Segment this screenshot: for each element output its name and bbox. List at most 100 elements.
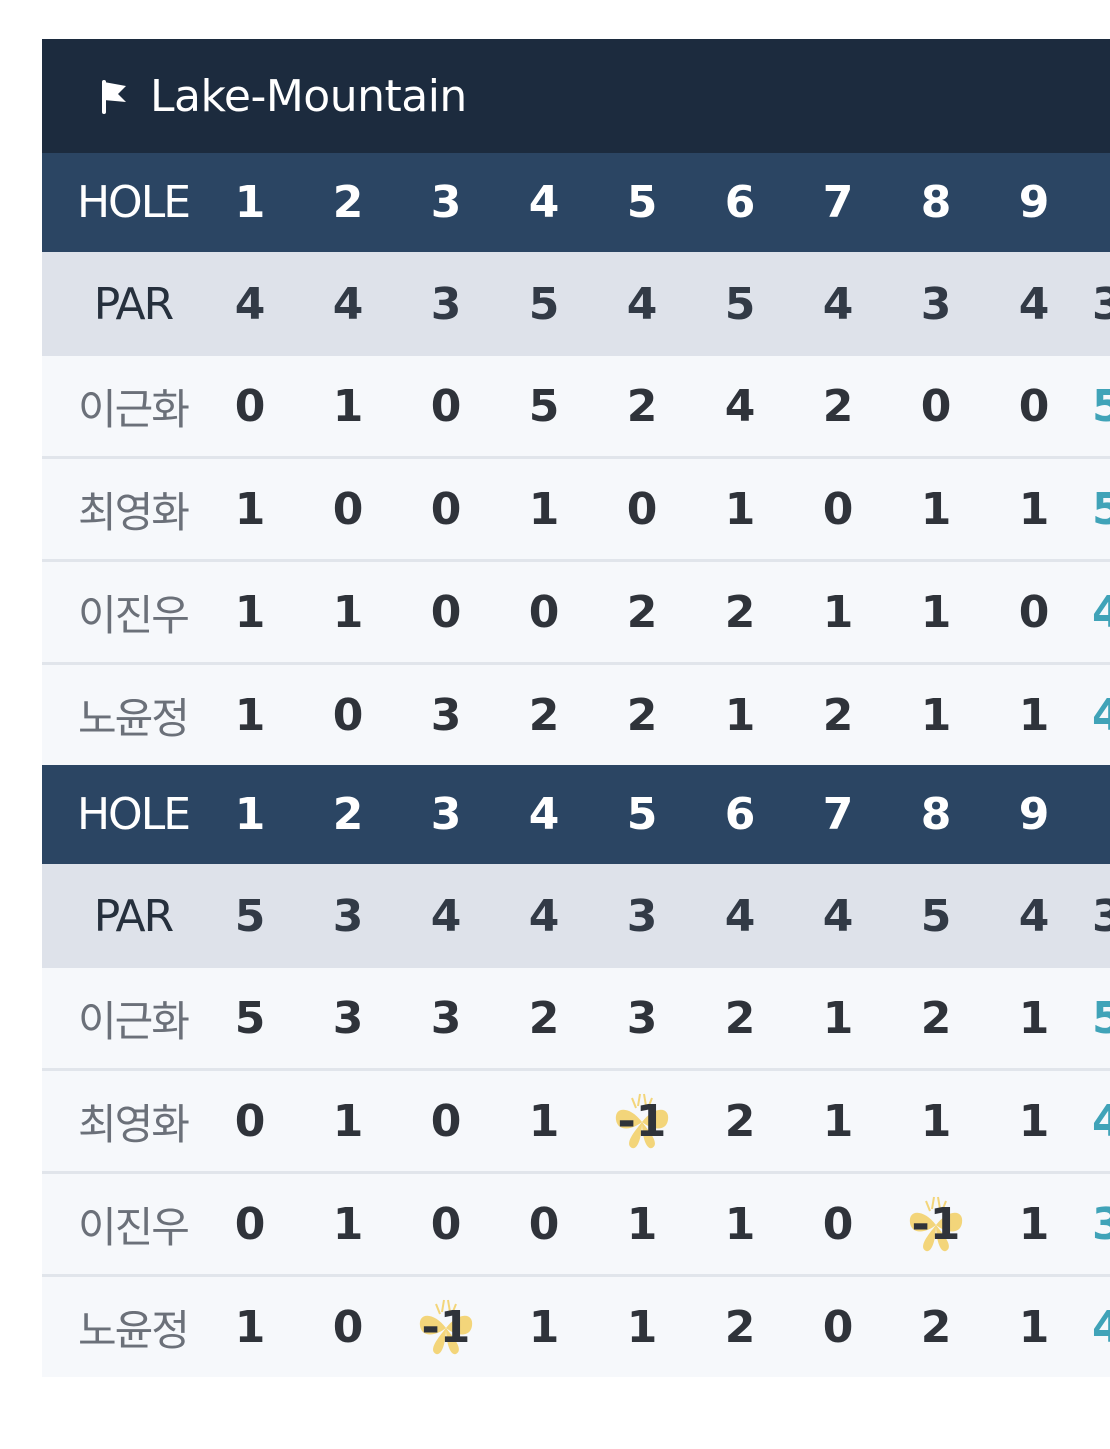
hole-number: 3 (430, 177, 462, 228)
player-row: 이진우 0 1 0 0 1 1 0 -1 1 3 (42, 1174, 1110, 1277)
player-total: 5 (1092, 483, 1110, 535)
score-cell: 2 (724, 586, 756, 638)
score-cell: 1 (234, 586, 266, 638)
score-cell: 2 (822, 689, 854, 741)
score-cell: 1 (920, 689, 952, 741)
hole-numbers: 1 2 3 4 5 6 7 8 9 (224, 765, 1110, 864)
hole-number: 4 (528, 177, 560, 228)
score-cell: 0 (332, 1301, 364, 1353)
hole-numbers: 1 2 3 4 5 6 7 8 9 (224, 153, 1110, 252)
score-cell: 0 (1018, 586, 1050, 638)
birdie-marker: -1 (615, 1093, 669, 1149)
hole-number: 8 (920, 177, 952, 228)
score-cell: 3 (626, 992, 658, 1044)
hole-number: 9 (1018, 177, 1050, 228)
par-value: 4 (528, 890, 560, 942)
score-cell: 0 (430, 1095, 462, 1147)
score-cell: 3 (332, 992, 364, 1044)
score-cell: 1 (920, 483, 952, 535)
player-row: 이근화 5 3 3 2 3 2 1 2 1 5 (42, 968, 1110, 1071)
hole-number: 2 (332, 789, 364, 840)
score-cell: 1 (528, 1301, 560, 1353)
player-scores: 0 1 0 1 -1 2 1 1 1 (224, 1071, 1110, 1171)
par-value: 4 (332, 278, 364, 330)
hole-number: 5 (626, 177, 658, 228)
par-value: 3 (332, 890, 364, 942)
hole-number: 6 (724, 177, 756, 228)
score-cell: 0 (234, 380, 266, 432)
player-total: 4 (1092, 1095, 1110, 1147)
hole-number: 7 (822, 789, 854, 840)
score-cell: 0 (430, 483, 462, 535)
score-cell: 5 (234, 992, 266, 1044)
flag-icon (102, 80, 126, 114)
birdie-score: -1 (911, 1198, 961, 1250)
player-scores: 1 0 -1 1 1 2 0 2 1 (224, 1277, 1110, 1377)
par-value: 5 (724, 278, 756, 330)
score-cell: 2 (822, 380, 854, 432)
par-value: 3 (430, 278, 462, 330)
hole-number: 4 (528, 789, 560, 840)
par-value: 5 (528, 278, 560, 330)
score-cell: 0 (822, 1198, 854, 1250)
par-total: 3 (1092, 890, 1110, 942)
birdie-bow-icon (615, 1093, 669, 1149)
birdie-marker: -1 (419, 1299, 473, 1355)
score-cell: 1 (724, 689, 756, 741)
score-cell: 1 (1018, 1198, 1050, 1250)
par-value: 4 (1018, 278, 1050, 330)
player-name: 최영화 (78, 1099, 190, 1149)
par-value: 5 (920, 890, 952, 942)
score-cell: 1 (822, 586, 854, 638)
score-cell: 2 (626, 380, 658, 432)
player-scores: 1 0 0 1 0 1 0 1 1 (224, 459, 1110, 559)
player-total: 4 (1092, 586, 1110, 638)
score-cell: 1 (1018, 1095, 1050, 1147)
hole-number: 9 (1018, 789, 1050, 840)
score-cell: 0 (430, 586, 462, 638)
score-cell: 1 (920, 586, 952, 638)
score-cell: 0 (528, 586, 560, 638)
par-value: 3 (920, 278, 952, 330)
score-cell: 0 (332, 483, 364, 535)
par-value: 4 (430, 890, 462, 942)
par-value: 4 (724, 890, 756, 942)
player-name: 이진우 (78, 1202, 190, 1252)
score-cell: 5 (528, 380, 560, 432)
scorecard: Lake-Mountain HOLE 1 2 3 4 5 6 7 8 9 PAR 4 4 3 5 4 5 4 3 4 3… (42, 39, 1110, 1377)
par-value: 4 (822, 278, 854, 330)
score-cell: 1 (920, 1095, 952, 1147)
score-cell: 1 (626, 1301, 658, 1353)
hole-number: 1 (234, 177, 266, 228)
score-cell: 3 (430, 689, 462, 741)
birdie-bow-icon (419, 1299, 473, 1355)
player-row: 최영화 1 0 0 1 0 1 0 1 1 5 (42, 459, 1110, 562)
score-cell: 2 (626, 586, 658, 638)
par-value: 4 (234, 278, 266, 330)
player-scores: 1 1 0 0 2 2 1 1 0 (224, 562, 1110, 662)
score-cell: 2 (724, 992, 756, 1044)
player-total: 3 (1092, 1198, 1110, 1250)
score-cell: 2 (626, 689, 658, 741)
hole-number: 8 (920, 789, 952, 840)
score-cell: 0 (822, 483, 854, 535)
birdie-score: -1 (617, 1095, 667, 1147)
score-cell: 1 (822, 1095, 854, 1147)
par-row-label: PAR (93, 890, 174, 942)
player-total: 5 (1092, 992, 1110, 1044)
score-cell: 1 (234, 689, 266, 741)
hole-row: HOLE 1 2 3 4 5 6 7 8 9 (42, 153, 1110, 252)
score-cell: 1 (1018, 1301, 1050, 1353)
score-sections: HOLE 1 2 3 4 5 6 7 8 9 PAR 4 4 3 5 4 5 4 3 4 3 이근화 0 1 0 5 2 4 2 0 0 5 최… (42, 153, 1110, 1377)
score-cell: 3 (430, 992, 462, 1044)
player-name: 최영화 (78, 487, 190, 537)
score-cell: 0 (920, 380, 952, 432)
par-value: 5 (234, 890, 266, 942)
player-name: 노윤정 (78, 1305, 190, 1355)
player-scores: 0 1 0 0 1 1 0 -1 1 (224, 1174, 1110, 1274)
birdie-score: -1 (421, 1301, 471, 1353)
player-name: 노윤정 (78, 693, 190, 743)
